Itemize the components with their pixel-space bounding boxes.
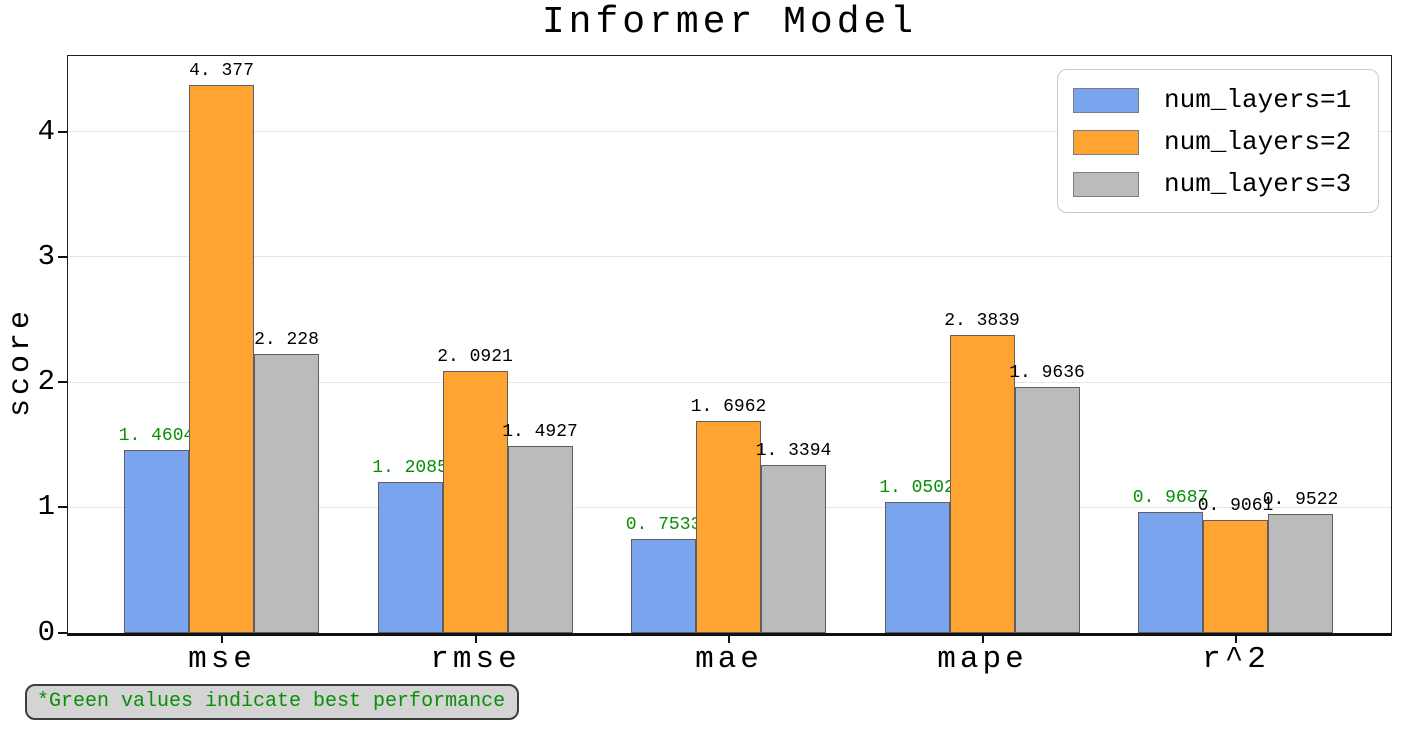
bar-value-label: 0. 9061 [1197,495,1274,516]
x-tick-mark [981,636,984,643]
legend-label: num_layers=2 [1164,127,1352,157]
x-tick-mark [474,636,477,643]
legend-item: num_layers=2 [1073,121,1378,163]
footnote: *Green values indicate best performance [25,684,520,720]
x-tick-label: rmse [430,642,521,677]
bar-mae-num_layers=1 [631,538,696,633]
bar-mse-num_layers=2 [189,84,254,633]
y-tick-label: 1 [37,490,55,524]
legend-item: num_layers=1 [1073,79,1378,121]
gridline [68,131,1391,133]
bar-mape-num_layers=1 [884,501,950,633]
bar-r^2-num_layers=1 [1138,511,1203,633]
y-tick-label: 4 [37,114,55,148]
bar-value-label: 1. 0502 [879,477,955,498]
bar-value-label: 4. 377 [189,60,254,81]
bar-mse-num_layers=3 [254,354,319,633]
legend-item: num_layers=3 [1073,163,1378,205]
bar-value-label: 0. 7533 [625,514,702,535]
legend-swatch [1073,171,1139,197]
bar-mape-num_layers=3 [1014,387,1080,633]
x-tick-label: r^2 [1202,642,1270,677]
bar-value-label: 1. 3394 [755,441,832,462]
bar-mae-num_layers=3 [761,465,826,633]
bar-value-label: 2. 3839 [944,310,1020,331]
bar-value-label: 2. 0921 [437,347,513,368]
bar-value-label: 1. 9636 [1009,363,1085,384]
legend-label: num_layers=1 [1164,85,1352,115]
bar-value-label: 0. 9687 [1132,487,1209,508]
y-tick-mark [58,506,67,509]
bar-value-label: 2. 228 [254,330,319,351]
x-tick-label: mape [937,642,1028,677]
x-tick-mark [221,636,223,643]
x-tick-label: mse [188,642,256,677]
bar-r^2-num_layers=3 [1268,513,1333,633]
bar-value-label: 1. 4927 [502,422,578,443]
bar-rmse-num_layers=3 [507,446,573,633]
legend-swatch [1073,87,1139,113]
y-tick-mark [58,381,67,384]
y-tick-label: 3 [37,239,55,273]
x-tick-mark [1235,636,1237,643]
bar-rmse-num_layers=2 [442,371,508,633]
bar-value-label: 0. 9522 [1262,489,1339,510]
y-tick-label: 2 [37,365,55,399]
y-tick-mark [58,255,67,258]
y-axis-label: score [4,307,38,418]
bar-value-label: 1. 4604 [118,426,195,447]
bar-mape-num_layers=2 [949,334,1015,633]
bar-value-label: 1. 2085 [372,457,448,478]
legend-label: num_layers=3 [1164,169,1352,199]
gridline [68,256,1391,258]
bar-r^2-num_layers=2 [1203,519,1268,633]
x-tick-label: mae [695,642,763,677]
chart-title: Informer Model [541,1,918,44]
bar-rmse-num_layers=1 [377,481,443,633]
bar-mae-num_layers=2 [696,420,761,633]
y-tick-mark [58,631,67,634]
y-tick-mark [58,130,67,133]
bar-mse-num_layers=1 [124,450,189,633]
y-tick-label: 0 [37,615,55,649]
x-tick-mark [728,636,730,643]
legend: num_layers=1 num_layers=2 num_layers=3 [1057,69,1379,213]
bar-value-label: 1. 6962 [690,396,767,417]
legend-swatch [1073,129,1139,155]
gridline [68,381,1391,383]
